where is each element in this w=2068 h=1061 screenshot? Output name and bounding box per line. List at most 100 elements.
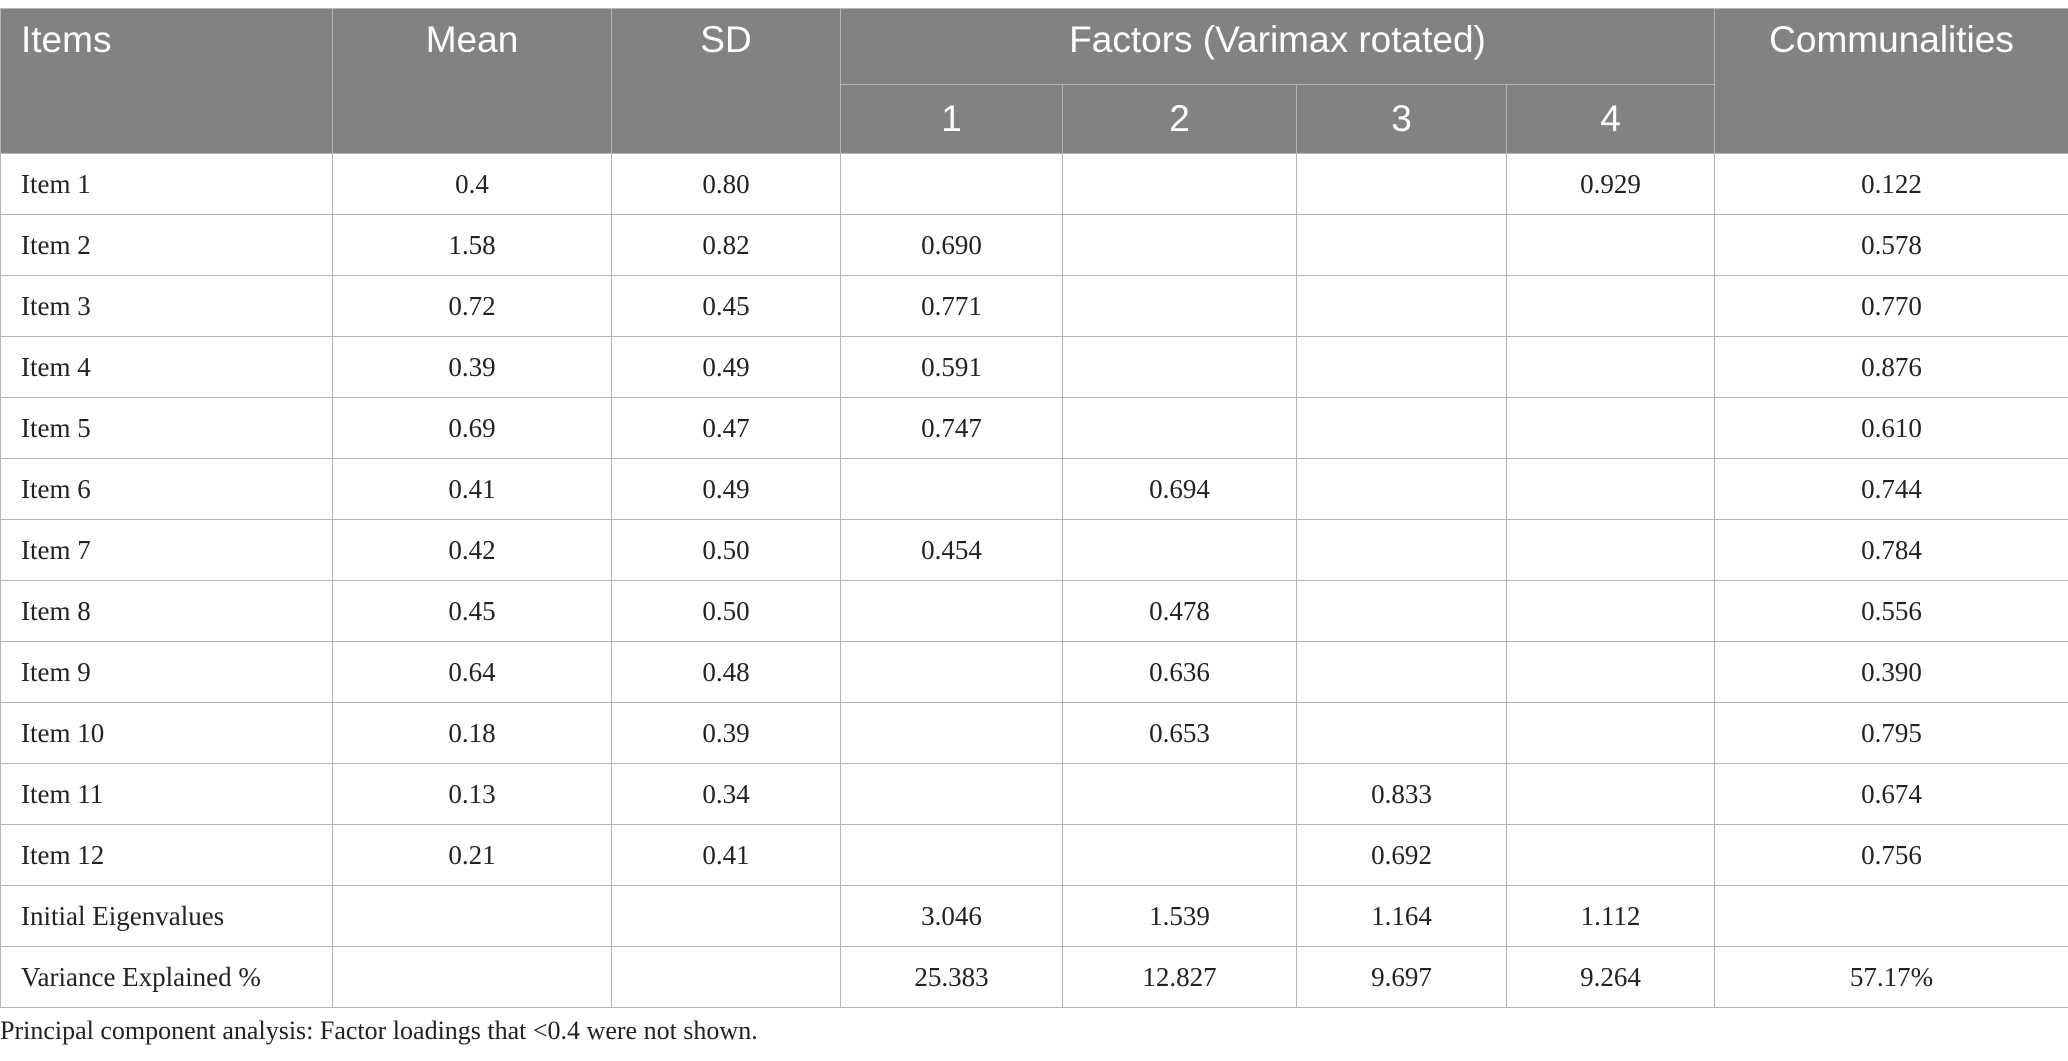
- sd-cell: [611, 946, 841, 1008]
- sd-cell: 0.50: [611, 580, 841, 642]
- factor-1-cell: 0.747: [840, 397, 1063, 459]
- factor-2-cell: 0.636: [1062, 641, 1297, 703]
- factors-group-header: Factors (Varimax rotated): [839, 8, 1716, 85]
- factor-2-cell: 0.653: [1062, 702, 1297, 764]
- table-row: Item 11 0.13 0.34 0.833 0.674: [0, 763, 2068, 825]
- row-label: Item 12: [0, 824, 333, 886]
- mean-column-header: Mean: [332, 8, 612, 154]
- table-row: Item 2 1.58 0.82 0.690 0.578: [0, 214, 2068, 276]
- factor-3-cell: 9.697: [1296, 946, 1507, 1008]
- factor-3-cell: [1296, 641, 1507, 703]
- communality-cell: 0.784: [1714, 519, 2068, 581]
- mean-cell: 0.4: [332, 153, 612, 215]
- factor-analysis-table: Items Mean SD Factors (Varimax rotated) …: [0, 8, 2068, 1008]
- factor-1-cell: 3.046: [840, 885, 1063, 947]
- mean-cell: [332, 946, 612, 1008]
- factor-4-cell: [1505, 519, 1716, 581]
- row-label: Item 2: [0, 214, 333, 276]
- factor-2-cell: [1062, 824, 1297, 886]
- factor-3-cell: [1296, 214, 1507, 276]
- sd-cell: 0.45: [611, 275, 841, 337]
- row-label: Item 6: [0, 458, 333, 520]
- factor-2-cell: [1062, 275, 1297, 337]
- table-row: Item 1 0.4 0.80 0.929 0.122: [0, 153, 2068, 215]
- factor-1-header: 1: [840, 84, 1063, 154]
- factor-4-cell: [1505, 397, 1716, 459]
- mean-cell: 0.69: [332, 397, 612, 459]
- communality-cell: 0.390: [1714, 641, 2068, 703]
- factor-1-cell: [840, 580, 1063, 642]
- sd-cell: 0.49: [611, 336, 841, 398]
- communality-cell: 0.610: [1714, 397, 2068, 459]
- communality-cell: 0.122: [1714, 153, 2068, 215]
- factor-4-cell: [1505, 214, 1716, 276]
- factor-4-cell: [1505, 763, 1716, 825]
- factor-4-cell: 0.929: [1505, 153, 1716, 215]
- sd-cell: 0.50: [611, 519, 841, 581]
- sd-cell: 0.41: [611, 824, 841, 886]
- factor-3-cell: 0.833: [1296, 763, 1507, 825]
- table-row: Item 7 0.42 0.50 0.454 0.784: [0, 519, 2068, 581]
- factor-3-header: 3: [1296, 84, 1507, 154]
- communality-cell: 0.744: [1714, 458, 2068, 520]
- factor-3-cell: [1296, 458, 1507, 520]
- factor-2-cell: [1062, 153, 1297, 215]
- factor-2-cell: 12.827: [1062, 946, 1297, 1008]
- mean-cell: 0.39: [332, 336, 612, 398]
- row-label: Item 7: [0, 519, 333, 581]
- mean-cell: 0.21: [332, 824, 612, 886]
- table-header: Items Mean SD Factors (Varimax rotated) …: [0, 8, 2068, 154]
- row-label: Initial Eigenvalues: [0, 885, 333, 947]
- communality-cell: 0.756: [1714, 824, 2068, 886]
- table-footnote: Principal component analysis: Factor loa…: [0, 1016, 758, 1045]
- mean-cell: 0.45: [332, 580, 612, 642]
- mean-cell: 0.64: [332, 641, 612, 703]
- factor-4-header: 4: [1505, 84, 1716, 154]
- factor-4-cell: [1505, 641, 1716, 703]
- sd-cell: 0.80: [611, 153, 841, 215]
- items-column-header: Items: [0, 8, 333, 154]
- row-label: Variance Explained %: [0, 946, 333, 1008]
- factor-2-cell: [1062, 336, 1297, 398]
- factor-4-cell: [1505, 580, 1716, 642]
- sd-cell: [611, 885, 841, 947]
- factor-2-cell: [1062, 519, 1297, 581]
- communality-cell: 0.795: [1714, 702, 2068, 764]
- table-row: Item 5 0.69 0.47 0.747 0.610: [0, 397, 2068, 459]
- row-label: Item 1: [0, 153, 333, 215]
- factor-1-cell: 25.383: [840, 946, 1063, 1008]
- communality-cell: 0.578: [1714, 214, 2068, 276]
- factor-3-cell: 0.692: [1296, 824, 1507, 886]
- row-label: Item 3: [0, 275, 333, 337]
- communality-cell: 0.876: [1714, 336, 2068, 398]
- factor-3-cell: [1296, 580, 1507, 642]
- factor-4-cell: [1505, 824, 1716, 886]
- row-label: Item 10: [0, 702, 333, 764]
- factor-3-cell: [1296, 336, 1507, 398]
- factor-2-cell: [1062, 397, 1297, 459]
- communality-cell: 0.674: [1714, 763, 2068, 825]
- factor-1-cell: [840, 702, 1063, 764]
- table-row: Variance Explained % 25.383 12.827 9.697 9.2…: [0, 946, 2068, 1008]
- row-label: Item 11: [0, 763, 333, 825]
- factor-1-cell: 0.771: [840, 275, 1063, 337]
- factor-1-cell: [840, 458, 1063, 520]
- factor-1-cell: [840, 153, 1063, 215]
- table-row: Item 12 0.21 0.41 0.692 0.756: [0, 824, 2068, 886]
- row-label: Item 5: [0, 397, 333, 459]
- table-body: Item 1 0.4 0.80 0.929 0.122 Item 2 1.58 0.82 0.6…: [0, 153, 2068, 1008]
- factor-4-cell: [1505, 336, 1716, 398]
- mean-cell: 0.42: [332, 519, 612, 581]
- factor-2-cell: 0.478: [1062, 580, 1297, 642]
- sd-cell: 0.82: [611, 214, 841, 276]
- row-label: Item 9: [0, 641, 333, 703]
- table-row: Item 4 0.39 0.49 0.591 0.876: [0, 336, 2068, 398]
- header-row-factors: 1 2 3 4: [1, 84, 2068, 154]
- factor-1-cell: 0.454: [840, 519, 1063, 581]
- sd-cell: 0.49: [611, 458, 841, 520]
- table-row: Item 3 0.72 0.45 0.771 0.770: [0, 275, 2068, 337]
- table-row: Item 6 0.41 0.49 0.694 0.744: [0, 458, 2068, 520]
- mean-cell: [332, 885, 612, 947]
- factor-2-cell: [1062, 214, 1297, 276]
- communality-cell: [1714, 885, 2068, 947]
